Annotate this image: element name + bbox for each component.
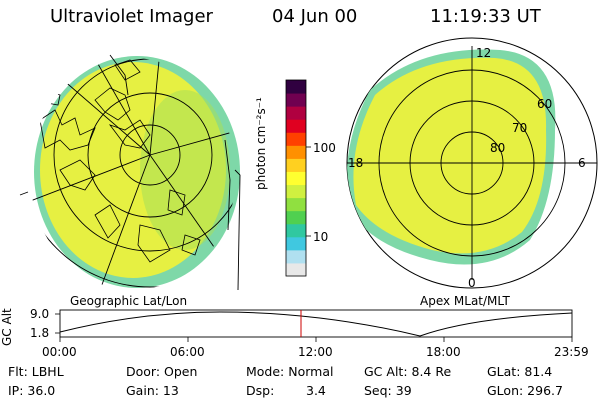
info-gc-alt: GC Alt: 8.4 Re [364,364,452,379]
mlat-label-80: 80 [490,141,506,155]
timeline-tick-2: 12:00 [298,345,333,359]
timeline-y-high: 9.0 [30,307,50,321]
mlat-label-70: 70 [512,121,528,135]
geo-coastlines [39,59,201,263]
timeline-tick-3: 18:00 [426,345,461,359]
timeline-y-low: 1.8 [30,326,50,340]
colorbar-segment [286,184,306,199]
colorbar-tick-100: 100 [313,141,336,155]
apex-grid [347,46,597,280]
colorbar-segment [286,106,306,120]
geographic-caption: Geographic Lat/Lon [70,294,188,308]
timeline-tick-1: 06:00 [170,345,205,359]
info-gain: Gain: 13 [126,383,179,398]
info-dsp-value: 3.4 [306,383,326,398]
altitude-curve [59,311,573,337]
colorbar-segment [286,236,306,251]
colorbar-segment [286,197,306,212]
info-flt: Flt: LBHL [8,364,64,379]
colorbar-segment [286,145,306,159]
colorbar-tick-10: 10 [313,230,329,244]
colorbar-segment [286,262,306,277]
colorbar-segment [286,210,306,225]
mlt-label-18: 18 [348,156,364,170]
colorbar-segment [286,119,306,133]
info-door: Door: Open [126,364,198,379]
app-title: Ultraviolet Imager [50,6,213,27]
colorbar-segment [286,223,306,238]
colorbar-segment [286,93,306,107]
info-ip: IP: 36.0 [8,383,56,398]
colorbar-segment [286,132,306,146]
geo-green-band [140,90,230,250]
timeline-tick-4: 23:59 [554,345,589,359]
info-mode: Mode: Normal [246,364,334,379]
mlat-label-60: 60 [537,97,553,111]
apex-caption: Apex MLat/MLT [420,294,510,308]
colorbar-segment [286,171,306,186]
mlt-label-0: 0 [468,276,476,290]
colorbar-segment [286,158,306,172]
mlt-label-6: 6 [578,156,586,170]
colorbar-segment [286,249,306,264]
info-glat: GLat: 81.4 [487,364,553,379]
mlt-label-12: 12 [476,46,492,60]
colorbar-segment [286,80,306,94]
info-glon: GLon: 296.7 [487,383,563,398]
geo-outer-coast [19,54,241,291]
info-seq: Seq: 39 [364,383,412,398]
info-dsp-label: Dsp: [246,383,275,398]
timeline-tick-0: 00:00 [42,345,77,359]
timeline-axis-label: GC Alt [0,308,14,346]
time-label: 11:19:33 UT [430,6,541,27]
date-label: 04 Jun 00 [272,6,358,27]
